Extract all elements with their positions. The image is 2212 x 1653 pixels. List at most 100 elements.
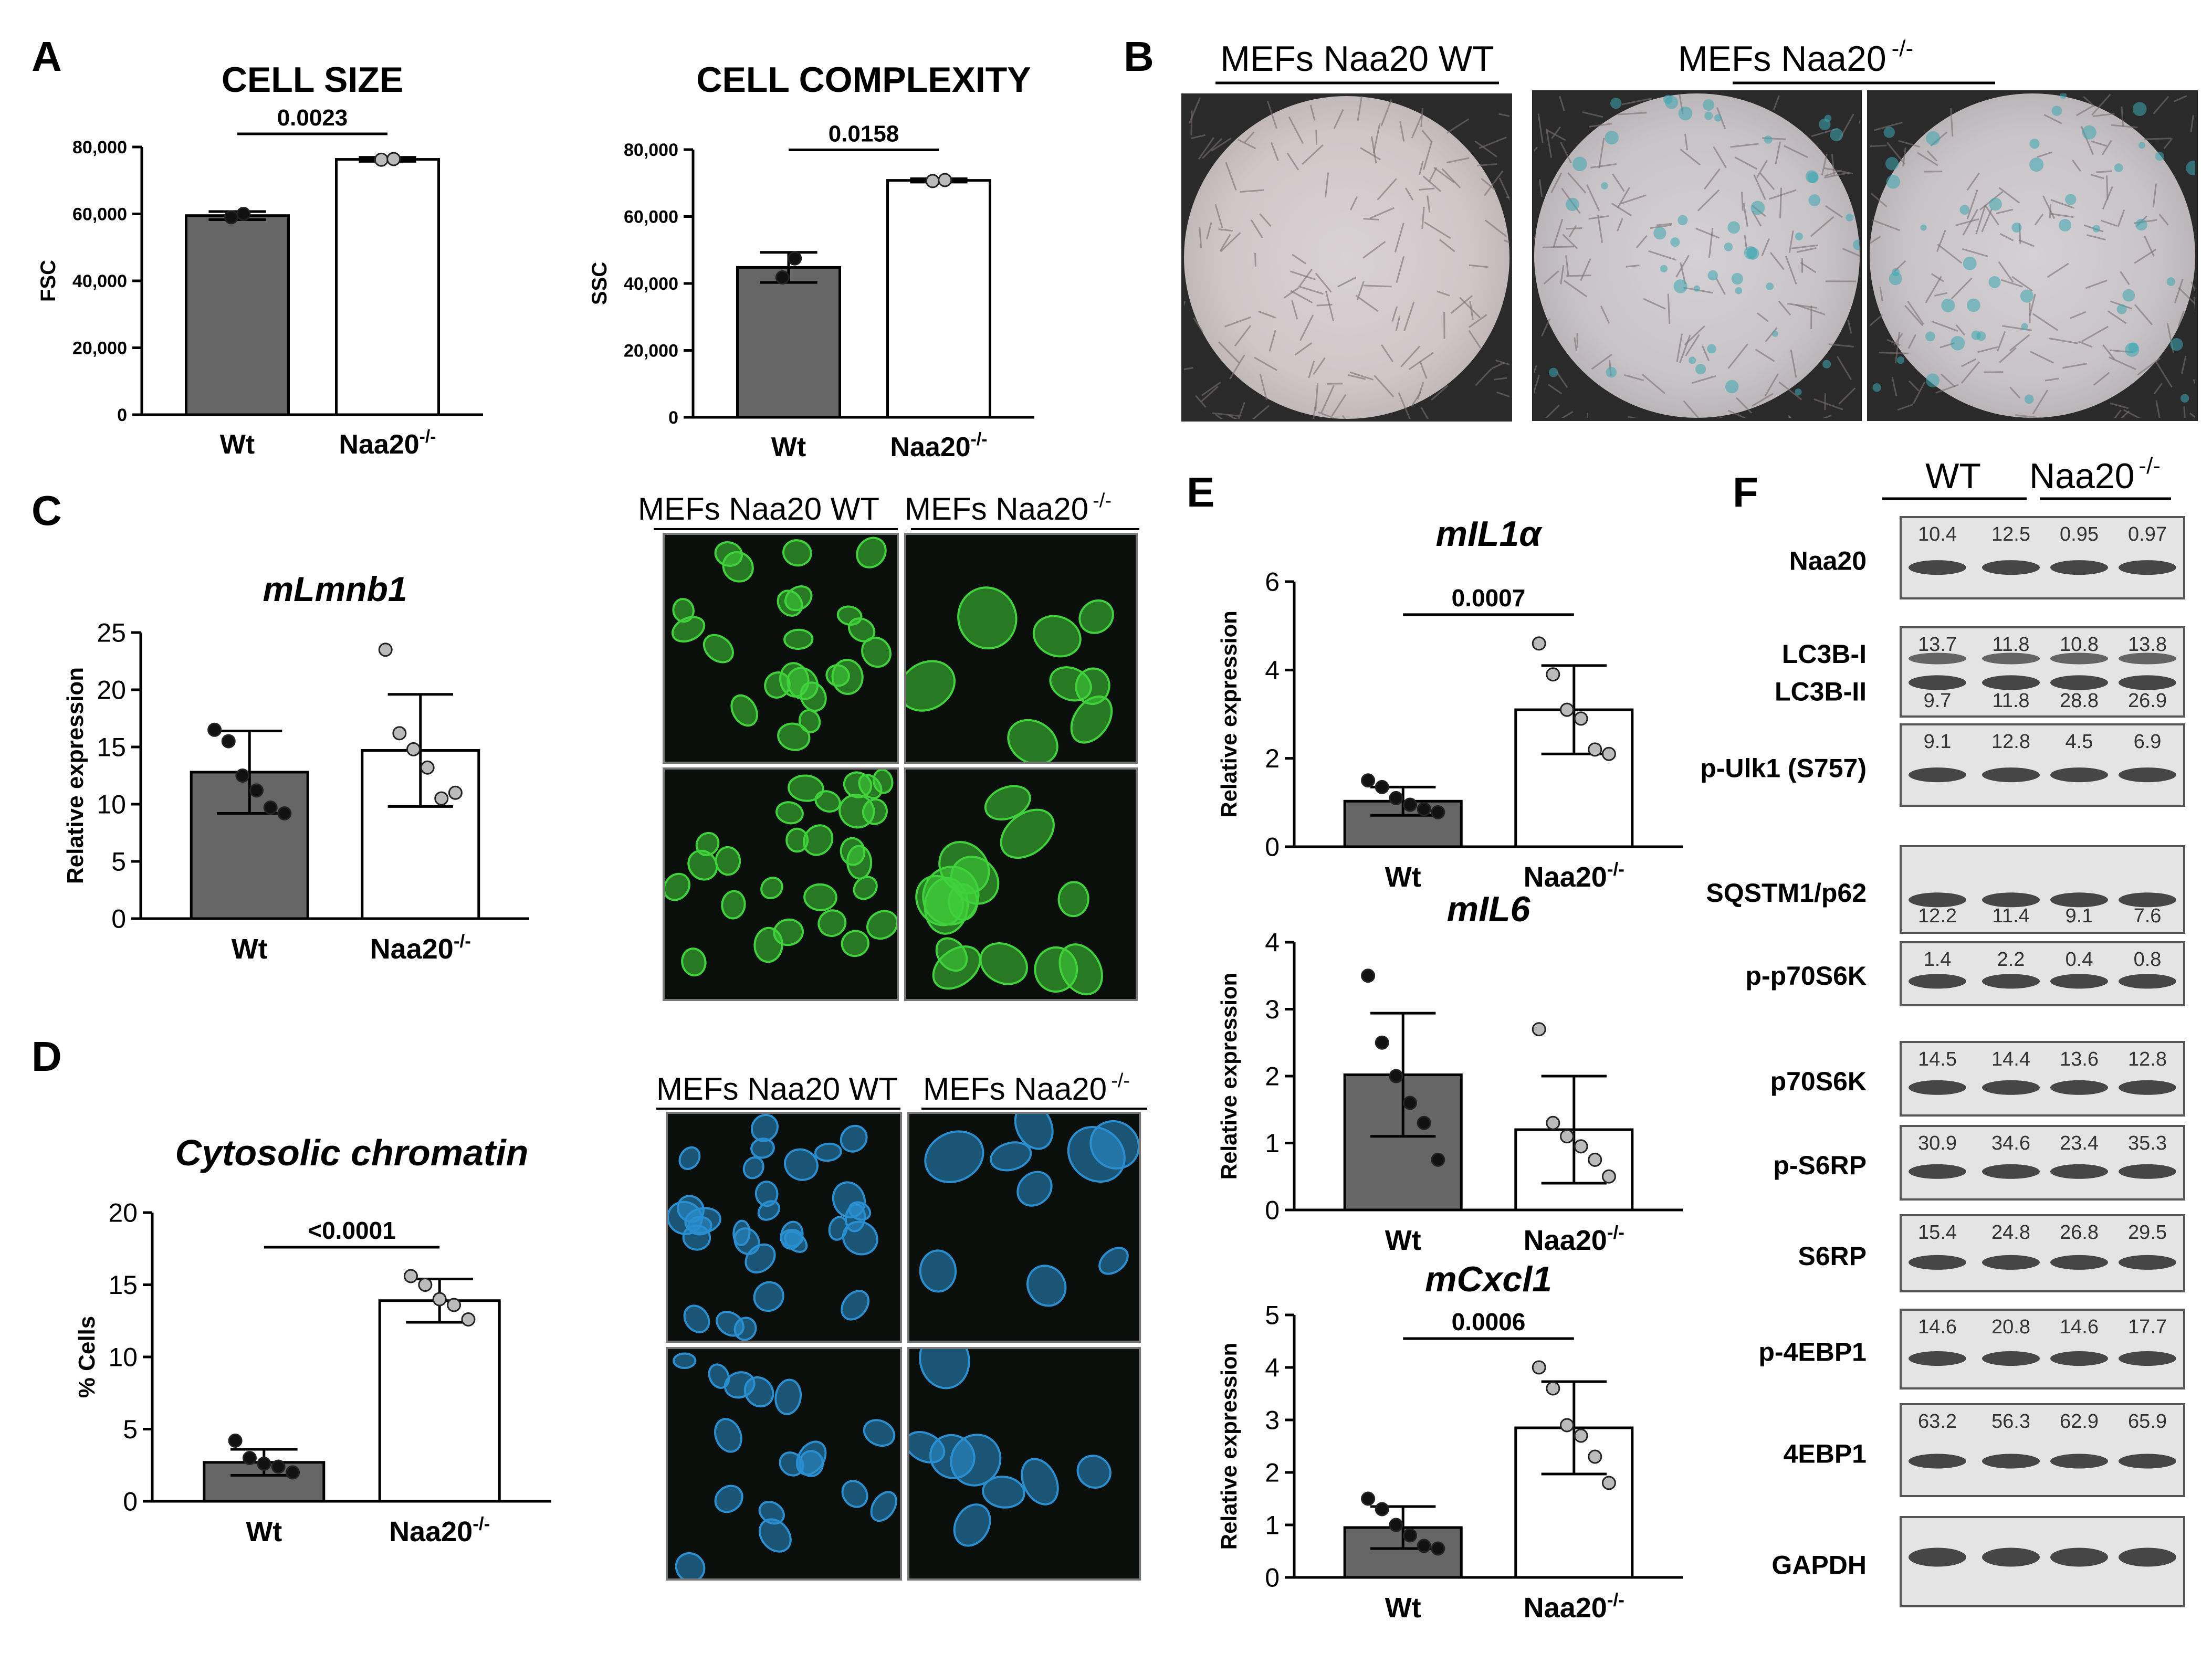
fibroblast bbox=[1349, 371, 1374, 381]
fibroblast bbox=[1550, 172, 1563, 193]
panel-letter-c: C bbox=[32, 487, 62, 534]
fibroblast bbox=[2090, 174, 2104, 180]
fibroblast bbox=[1934, 292, 1948, 297]
fibroblast bbox=[1459, 297, 1481, 319]
fibroblast bbox=[1399, 121, 1405, 142]
sa-beta-gal-stain bbox=[1988, 276, 2001, 288]
blot-value: 0.97 bbox=[2128, 523, 2167, 545]
blot-band bbox=[2119, 1164, 2176, 1179]
fibroblast bbox=[1894, 332, 1901, 364]
nucleus bbox=[1049, 666, 1092, 702]
fibroblast bbox=[1214, 204, 1223, 228]
c-ko-image-2 bbox=[904, 767, 1138, 1001]
fibroblast bbox=[1907, 300, 1924, 325]
y-tick-label: 5 bbox=[111, 847, 126, 877]
fibroblast bbox=[1543, 270, 1559, 285]
fibroblast bbox=[1331, 394, 1347, 417]
fibroblast bbox=[1813, 398, 1843, 410]
blot-band bbox=[2050, 1080, 2108, 1095]
b-ko-micrograph-2-fibroblasts bbox=[1867, 92, 2198, 421]
fibroblast bbox=[1363, 218, 1379, 221]
fibroblast bbox=[2047, 262, 2069, 278]
blot-band bbox=[2050, 1547, 2108, 1567]
fibroblast bbox=[2152, 183, 2157, 208]
fibroblast bbox=[1446, 157, 1470, 164]
blot-value-2: 11.8 bbox=[1992, 690, 2029, 712]
fibroblast bbox=[1961, 358, 1977, 367]
sa-beta-gal-stain bbox=[1724, 243, 1733, 251]
fibroblast bbox=[1474, 140, 1497, 157]
fibroblast bbox=[1779, 187, 1783, 219]
fibroblast bbox=[1469, 314, 1487, 328]
panel-letter-f: F bbox=[1733, 469, 1758, 515]
nucleus bbox=[675, 1552, 706, 1578]
sa-beta-gal-stain bbox=[1693, 285, 1700, 292]
fibroblast bbox=[1800, 261, 1817, 273]
nucleus bbox=[783, 628, 814, 650]
fibroblast bbox=[1941, 373, 1956, 388]
fibroblast bbox=[2101, 140, 2112, 155]
nucleus bbox=[803, 883, 837, 911]
data-point bbox=[1574, 1428, 1588, 1443]
sa-beta-gal-stain bbox=[1808, 194, 1821, 206]
blot-label: p-4EBP1 bbox=[1758, 1338, 1867, 1367]
fibroblast bbox=[1545, 128, 1553, 158]
blot-band bbox=[2119, 1080, 2176, 1095]
fibroblast bbox=[2163, 138, 2173, 150]
fibroblast bbox=[2153, 383, 2163, 395]
c-wt-image-1 bbox=[663, 533, 899, 764]
blot-value: 7.6 bbox=[2134, 905, 2162, 927]
y-tick-label: 25 bbox=[97, 618, 126, 648]
blot-value: 11.8 bbox=[1992, 634, 2029, 656]
fibroblast bbox=[1421, 130, 1433, 143]
fibroblast bbox=[1348, 374, 1366, 380]
data-point bbox=[1361, 773, 1376, 788]
fibroblast bbox=[1337, 277, 1357, 288]
fibroblast bbox=[1266, 100, 1277, 129]
nucleus bbox=[817, 909, 847, 937]
fibroblast bbox=[1283, 287, 1299, 299]
nucleus bbox=[721, 890, 746, 920]
fibroblast bbox=[1897, 404, 1913, 411]
fibroblast bbox=[2076, 105, 2093, 117]
nucleus bbox=[1098, 1247, 1129, 1275]
fibroblast bbox=[1450, 295, 1473, 314]
sa-beta-gal-stain bbox=[1601, 182, 1608, 189]
fibroblast bbox=[1999, 233, 2014, 241]
blot-value: 10.8 bbox=[2060, 634, 2099, 656]
fibroblast bbox=[1541, 318, 1550, 337]
p-value: 0.0006 bbox=[1452, 1308, 1526, 1335]
sa-beta-gal-stain bbox=[2011, 222, 2022, 233]
blot-row: 1.4 2.2 0.4 0.8 p-p70S6K bbox=[1745, 941, 2185, 1006]
sa-beta-gal-stain bbox=[1707, 270, 1718, 281]
y-tick-label: 4 bbox=[1265, 928, 1280, 957]
sa-beta-gal-stain bbox=[1822, 360, 1831, 368]
nucleus bbox=[814, 790, 841, 813]
d-ko-image-2-cells bbox=[909, 1349, 1112, 1547]
nucleus bbox=[788, 774, 824, 802]
fibroblast bbox=[1667, 293, 1671, 324]
fibroblast bbox=[2009, 334, 2030, 352]
data-point bbox=[392, 726, 407, 741]
nucleus bbox=[676, 1195, 705, 1223]
sa-beta-gal-stain bbox=[1886, 175, 1900, 189]
data-point bbox=[447, 1298, 462, 1312]
fibroblast bbox=[2117, 410, 2130, 421]
y-tick-label: 2 bbox=[1265, 744, 1280, 773]
blot-strip bbox=[1900, 1214, 2185, 1292]
fibroblast bbox=[1825, 205, 1843, 218]
blot-band bbox=[2050, 652, 2108, 665]
blot-band bbox=[2050, 560, 2108, 575]
fibroblast bbox=[1773, 95, 1780, 110]
fibroblast bbox=[1315, 130, 1318, 145]
blot-value: 11.4 bbox=[1992, 905, 2029, 927]
data-point bbox=[1375, 780, 1389, 794]
fibroblast bbox=[1563, 280, 1588, 298]
fibroblast bbox=[1325, 290, 1335, 322]
sa-beta-gal-stain bbox=[1795, 388, 1802, 396]
fibroblast bbox=[2050, 199, 2074, 209]
fibroblast bbox=[2070, 311, 2087, 319]
sa-beta-gal-stain bbox=[1989, 197, 2002, 211]
fibroblast bbox=[1320, 385, 1335, 414]
fibroblast bbox=[1867, 236, 1881, 246]
